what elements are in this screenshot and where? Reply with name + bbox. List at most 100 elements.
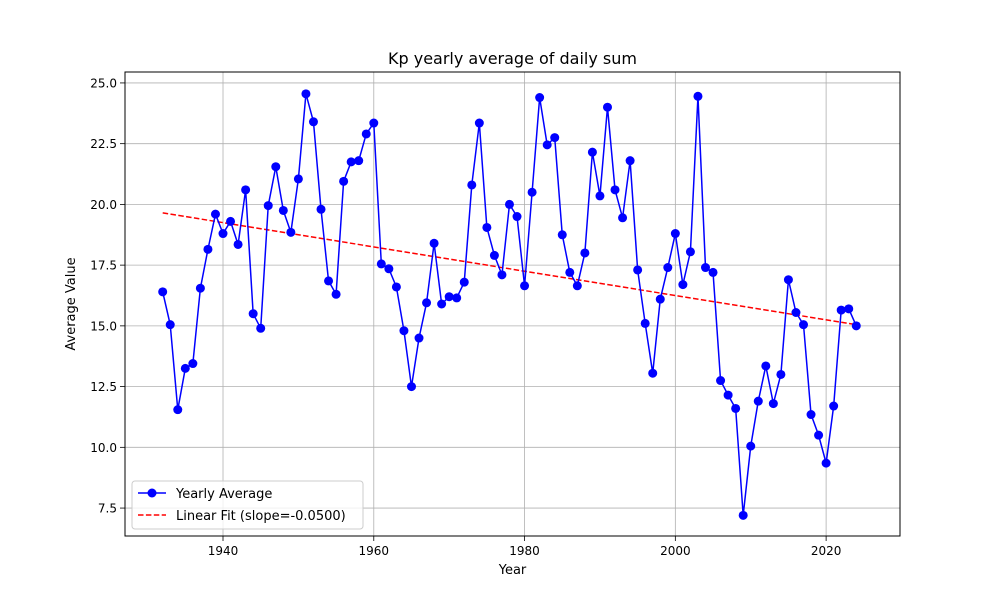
yearly-average-point	[324, 276, 334, 286]
y-axis-label: Average Value	[64, 257, 79, 350]
x-axis-label: Year	[498, 563, 527, 578]
yearly-average-point	[188, 359, 198, 369]
yearly-average-point	[474, 118, 484, 128]
yearly-average-point	[701, 263, 710, 273]
yearly-average-point	[459, 277, 469, 287]
yearly-average-point	[535, 93, 545, 103]
yearly-average-point	[716, 376, 726, 386]
legend-marker-yearly-average	[147, 488, 157, 498]
yearly-average-point	[504, 199, 514, 209]
yearly-average-point	[452, 293, 462, 303]
yearly-average-point	[248, 309, 258, 319]
yearly-average-point	[550, 133, 560, 143]
yearly-average-point	[429, 238, 439, 248]
yearly-average-point	[587, 147, 597, 157]
yearly-average-point	[293, 174, 303, 184]
yearly-average-point	[414, 333, 424, 343]
yearly-average-point	[520, 281, 530, 291]
yearly-average-point	[444, 292, 454, 302]
yearly-average-point	[346, 157, 356, 167]
yearly-average-point	[489, 250, 499, 260]
yearly-average-point	[354, 156, 364, 166]
plot-area-frame	[124, 71, 901, 537]
yearly-average-point	[173, 405, 183, 415]
x-tick-label: 1960	[359, 544, 390, 558]
yearly-average-point	[670, 229, 680, 239]
yearly-average-point	[286, 227, 296, 237]
legend-label-yearly-average: Yearly Average	[175, 487, 272, 502]
yearly-average-point	[723, 390, 733, 400]
yearly-average-point	[678, 280, 688, 290]
yearly-average-point	[753, 396, 763, 406]
yearly-average-point	[640, 318, 650, 328]
yearly-average-point	[180, 363, 190, 373]
yearly-average-point	[768, 399, 778, 409]
yearly-average-point	[663, 263, 673, 273]
legend-label-linear-fit: Linear Fit (slope=-0.0500)	[176, 509, 346, 524]
yearly-average-point	[610, 185, 620, 195]
yearly-average-point	[655, 294, 665, 304]
yearly-average-point	[406, 382, 416, 392]
y-tick-label: 15.0	[90, 319, 117, 333]
yearly-average-point	[776, 369, 786, 379]
yearly-average-point	[799, 320, 808, 330]
x-tick-label: 2000	[660, 544, 691, 558]
y-tick-label: 7.5	[98, 502, 117, 516]
yearly-average-point	[542, 140, 552, 150]
yearly-average-point	[738, 510, 748, 520]
yearly-average-point	[602, 102, 612, 112]
y-tick-label: 22.5	[90, 137, 117, 151]
yearly-average-point	[263, 201, 273, 211]
series-layer	[158, 89, 861, 520]
yearly-average-point	[761, 361, 771, 371]
yearly-average-point	[437, 299, 447, 309]
yearly-average-point	[339, 176, 349, 186]
yearly-average-point	[836, 305, 846, 315]
yearly-average-point	[746, 441, 756, 451]
yearly-average-point	[210, 209, 220, 219]
yearly-average-point	[399, 326, 409, 336]
yearly-average-point	[195, 283, 205, 293]
yearly-average-point	[512, 212, 522, 222]
yearly-average-point	[633, 265, 643, 275]
yearly-average-point	[384, 264, 394, 274]
yearly-average-point	[391, 282, 401, 292]
yearly-average-point	[851, 321, 861, 331]
yearly-average-point	[618, 213, 628, 223]
yearly-average-point	[806, 410, 816, 420]
yearly-average-point	[648, 368, 658, 378]
x-tick-label: 1980	[509, 544, 540, 558]
linear-fit-line	[162, 212, 857, 326]
yearly-average-point	[685, 247, 695, 257]
yearly-average-point	[844, 304, 854, 314]
yearly-average-point	[165, 320, 175, 330]
x-tick-label: 2020	[811, 544, 842, 558]
legend: Yearly Average Linear Fit (slope=-0.0500…	[131, 480, 364, 530]
yearly-average-point	[595, 191, 605, 201]
yearly-average-point	[218, 229, 228, 239]
yearly-average-point	[256, 323, 266, 333]
yearly-average-point	[422, 298, 432, 308]
y-tick-label: 20.0	[90, 198, 117, 212]
yearly-average-point	[158, 287, 168, 297]
chart-title: Kp yearly average of daily sum	[388, 49, 637, 68]
yearly-average-point	[829, 401, 839, 411]
yearly-average-point	[731, 403, 741, 413]
yearly-average-point	[565, 267, 575, 277]
yearly-average-point	[241, 185, 251, 195]
yearly-average-point	[203, 244, 213, 254]
yearly-average-point	[369, 118, 379, 128]
yearly-average-point	[278, 205, 288, 215]
yearly-average-point	[233, 239, 243, 249]
yearly-average-point	[693, 91, 703, 101]
yearly-average-point	[467, 180, 477, 190]
y-tick-label: 10.0	[90, 441, 117, 455]
yearly-average-point	[497, 270, 507, 280]
yearly-average-point	[271, 162, 281, 172]
y-tick-label: 25.0	[90, 76, 117, 90]
yearly-average-point	[527, 187, 537, 197]
yearly-average-point	[482, 222, 492, 232]
yearly-average-point	[308, 117, 318, 127]
yearly-average-point	[361, 129, 371, 139]
